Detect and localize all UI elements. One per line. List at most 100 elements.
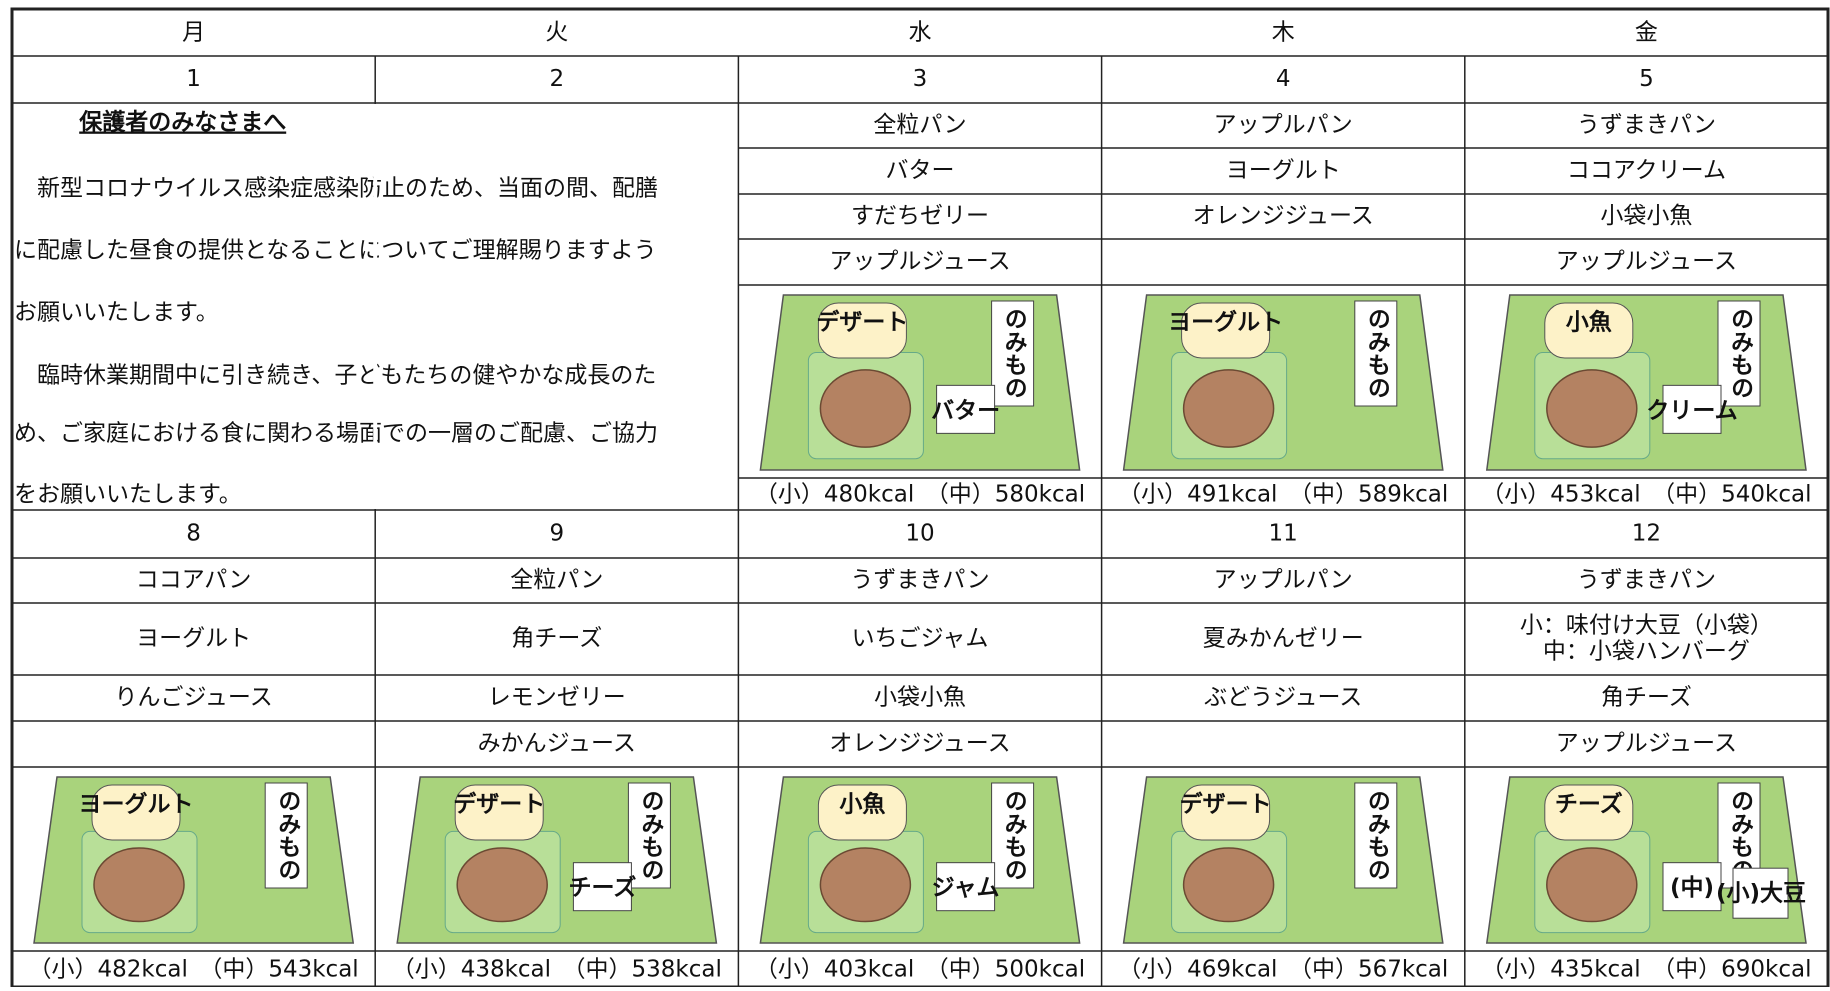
tray-label: (小)大豆 [1716, 881, 1806, 907]
kcal: （小）482kcal （中）543kcal [28, 957, 358, 983]
tray-label: のみもの [1727, 789, 1754, 881]
tray-item [1662, 862, 1722, 912]
kcal: （小）435kcal （中）690kcal [1481, 957, 1811, 983]
bread [93, 847, 185, 923]
menu-item: 角チーズ [511, 626, 602, 652]
menu-item: 小：味付け大豆（小袋） [1520, 613, 1773, 639]
menu-item: ヨーグルト [136, 626, 251, 652]
notice-line: をお願いいたします。 [14, 482, 242, 508]
drink-carton [1354, 782, 1398, 889]
tray-label: のみもの [1727, 307, 1754, 399]
menu-item: うずまきパン [850, 567, 989, 593]
drink-carton [627, 782, 671, 889]
menu-item: りんごジュース [114, 685, 272, 711]
menu-item: 小袋小魚 [874, 685, 966, 711]
notice-title: 保護者のみなさまへ [78, 109, 286, 136]
notice-line: に配慮した昼食の提供となることについてご理解賜りますよう [14, 238, 657, 264]
menu-item: オレンジジュース [1193, 203, 1374, 229]
tray-label: のみもの [1000, 307, 1027, 399]
tray-label: クリーム [1646, 398, 1737, 424]
bread [456, 847, 548, 923]
menu-item: レモンゼリー [488, 685, 626, 711]
drink-carton [1717, 300, 1761, 407]
tray-label: のみもの [1363, 789, 1390, 881]
kcal: （小）403kcal （中）500kcal [755, 957, 1085, 983]
bread [819, 847, 912, 923]
tray-label: (中) [1670, 875, 1714, 901]
tray-label: のみもの [1000, 789, 1027, 881]
menu-item: アップルジュース [1556, 731, 1737, 757]
menu-item: バター [886, 158, 955, 184]
notice-mask [373, 104, 378, 509]
drink-carton [1354, 300, 1398, 407]
day-header: 水 [909, 20, 932, 46]
notice-line: 新型コロナウイルス感染症感染防止のため、当面の間、配膳 [14, 176, 658, 202]
notice-line: め、ご家庭における食に関わる場面での一層のご配慮、ご協力 [14, 421, 658, 447]
tray-label: のみもの [1363, 307, 1390, 399]
kcal: （小）491kcal （中）589kcal [1118, 482, 1448, 508]
menu-item: アップルジュース [829, 249, 1010, 275]
tray-label: 小魚 [839, 791, 885, 818]
date: 3 [913, 66, 928, 92]
day-header: 火 [545, 20, 568, 46]
date: 4 [1276, 66, 1291, 92]
date: 5 [1639, 66, 1654, 92]
tray-label: のみもの [274, 789, 301, 881]
menu-item: ココアクリーム [1567, 158, 1726, 184]
menu-item: オレンジジュース [829, 731, 1010, 757]
date: 2 [549, 66, 564, 92]
tray-item [936, 862, 996, 912]
kcal: （小）469kcal （中）567kcal [1118, 957, 1448, 983]
kcal: （小）438kcal （中）538kcal [392, 957, 722, 983]
bread [1546, 847, 1638, 923]
tray-label: ジャム [932, 875, 1000, 901]
tray-label: デザート [816, 309, 908, 336]
tray-item [1544, 302, 1634, 359]
menu-item: 中：小袋ハンバーグ [1543, 639, 1750, 665]
menu-item: ぶどうジュース [1204, 685, 1362, 711]
date: 10 [905, 521, 934, 547]
menu-item: うずまきパン [1577, 567, 1716, 593]
tray-item [1181, 784, 1271, 841]
date: 11 [1269, 521, 1298, 547]
menu-item: 角チーズ [1601, 685, 1692, 711]
kcal: （小）480kcal （中）580kcal [755, 482, 1085, 508]
menu-item: アップルパン [1214, 112, 1353, 138]
menu-item: うずまきパン [1577, 112, 1716, 138]
tray-item [1181, 302, 1271, 359]
menu-item: ココアパン [136, 567, 252, 593]
tray-label: デザート [1180, 791, 1272, 818]
day-header: 木 [1272, 20, 1295, 46]
tray-label: のみもの [637, 789, 664, 881]
bread [1182, 369, 1275, 448]
tray-item [1544, 784, 1634, 841]
tray-label: チーズ [568, 874, 636, 901]
menu-item: 夏みかんゼリー [1203, 626, 1364, 652]
day-header: 金 [1635, 20, 1658, 46]
tray-label: ヨーグルト [1168, 309, 1283, 336]
notice-line: 臨時休業期間中に引き続き、子どもたちの健やかな成長のた [14, 363, 656, 389]
drink-carton [991, 300, 1035, 407]
tray-label: バター [931, 398, 1000, 424]
bread [1182, 847, 1275, 923]
date: 1 [186, 66, 201, 92]
bread [1546, 369, 1638, 448]
tray-label: チーズ [1555, 791, 1623, 818]
menu-item: アップルパン [1214, 567, 1353, 593]
menu-item: 小袋小魚 [1600, 203, 1692, 229]
menu-item: 全粒パン [873, 112, 966, 138]
menu-item: ヨーグルト [1226, 158, 1341, 184]
date: 8 [186, 521, 201, 547]
tray-label: 小魚 [1566, 309, 1612, 336]
kcal: （小）453kcal （中）540kcal [1481, 482, 1811, 508]
drink-carton [264, 782, 308, 889]
tray-item [572, 862, 632, 912]
tray-item [1662, 384, 1722, 434]
tray-item [936, 384, 996, 434]
tray-item [454, 784, 544, 841]
notice-line: お願いいたします。 [14, 300, 219, 326]
drink-carton [991, 782, 1035, 889]
menu-item: アップルジュース [1556, 249, 1737, 275]
date: 9 [549, 521, 564, 547]
